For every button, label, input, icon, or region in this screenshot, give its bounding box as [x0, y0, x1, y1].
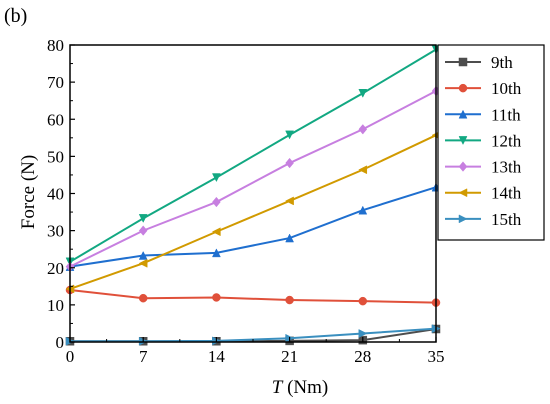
x-tick-label: 14: [208, 347, 226, 366]
data-point-12th-7: [138, 214, 148, 223]
legend-label-11th: 11th: [491, 105, 521, 124]
legend-label-10th: 10th: [491, 79, 522, 98]
panel-label: (b): [4, 5, 27, 27]
data-point-10th-28: [358, 296, 368, 306]
x-tick-label: 21: [281, 347, 298, 366]
data-point-13th-14: [212, 196, 221, 208]
legend-marker-13th: [458, 161, 468, 172]
legend-box: [437, 44, 545, 241]
data-point-13th-7: [138, 225, 148, 236]
data-point-12th-28: [358, 89, 368, 98]
y-tick-label: 0: [56, 333, 65, 352]
legend-label-12th: 12th: [491, 131, 522, 150]
y-tick-label: 50: [47, 147, 64, 166]
data-point-11th-21: [285, 233, 295, 243]
legend-marker-11th: [458, 109, 468, 119]
data-point-13th-21: [285, 157, 294, 169]
y-tick-label: 10: [47, 296, 64, 315]
data-point-14th-28: [358, 165, 368, 175]
y-axis-label: Force (N): [18, 155, 39, 229]
x-axis-label-italic: T: [272, 377, 284, 398]
data-point-10th-7: [138, 293, 148, 303]
legend-label-13th: 13th: [491, 158, 522, 177]
y-tick-label: 30: [47, 222, 64, 241]
legend-label-14th: 14th: [491, 184, 522, 203]
y-tick-label: 80: [47, 36, 64, 55]
legend-marker-12th: [458, 136, 468, 145]
legend-marker-14th: [458, 188, 468, 198]
x-axis-label-unit: (Nm): [282, 377, 328, 398]
series-line-12th: [69, 48, 437, 263]
legend-marker-10th: [458, 83, 468, 93]
y-tick-label: 20: [47, 259, 64, 278]
data-point-14th-21: [285, 196, 294, 206]
data-point-12th-14: [211, 173, 221, 183]
y-tick-label: 70: [47, 73, 64, 92]
x-axis-label: T (Nm): [272, 377, 328, 398]
legend-marker-15th: [458, 214, 468, 224]
series-line-13th: [69, 90, 437, 268]
series-line-11th: [69, 186, 437, 268]
data-point-11th-14: [211, 248, 221, 258]
data-point-10th-14: [212, 293, 221, 302]
y-tick-label: 40: [47, 185, 64, 204]
data-point-12th-21: [285, 130, 295, 140]
plot-area: [65, 45, 441, 346]
y-tick-label: 60: [47, 110, 64, 129]
plot-frame: [69, 44, 437, 343]
legend-label-15th: 15th: [491, 210, 522, 229]
data-point-14th-14: [211, 227, 221, 237]
x-tick-label: 0: [66, 347, 75, 366]
legend-marker-9th: [458, 57, 468, 67]
legend: 9th 10th 11th 12th 13th 14th 15th: [437, 44, 545, 241]
series-line-10th: [69, 289, 437, 304]
data-point-14th-7: [138, 258, 148, 268]
x-tick-label: 35: [428, 347, 445, 366]
axes: 0 7 14 21 28 35 0 10 20 30 40 50 60 70 80: [47, 36, 445, 366]
series-line-14th: [69, 134, 437, 290]
x-tick-label: 7: [139, 347, 148, 366]
data-point-13th-28: [358, 124, 368, 135]
legend-label-9th: 9th: [491, 53, 513, 72]
data-point-11th-28: [358, 205, 368, 215]
data-point-11th-7: [138, 250, 148, 260]
x-tick-label: 28: [354, 347, 371, 366]
data-point-10th-21: [285, 295, 294, 305]
data-point-15th-28: [358, 329, 368, 338]
